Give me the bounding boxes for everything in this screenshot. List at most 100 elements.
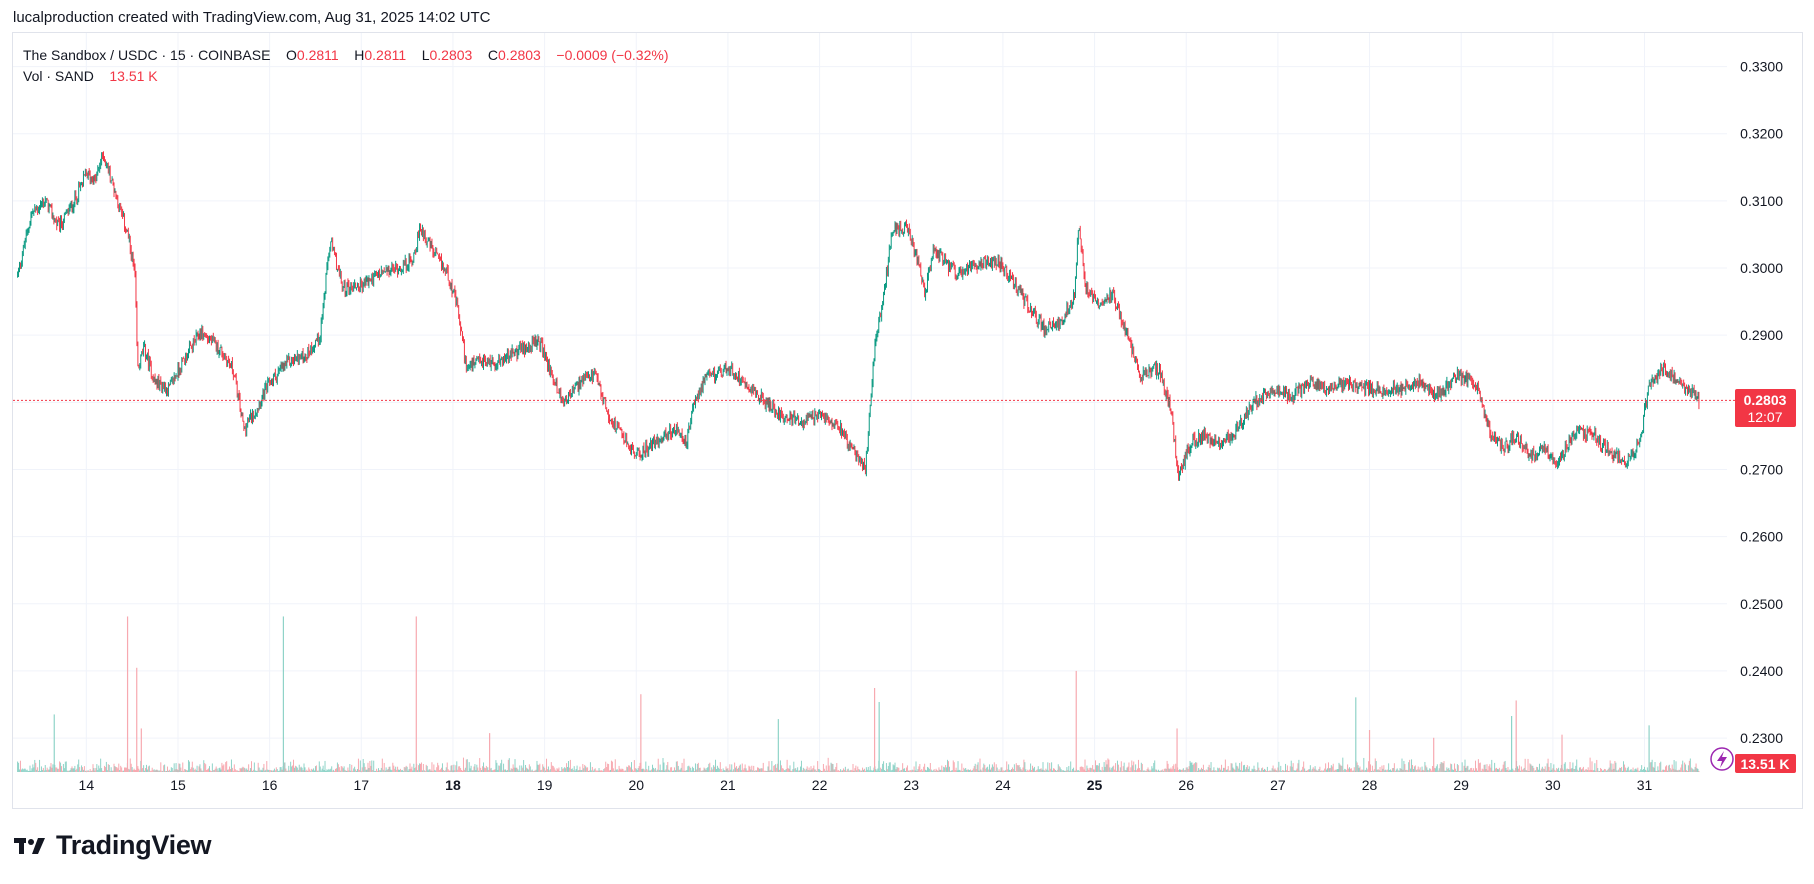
price-tick-label: 0.2600 xyxy=(1740,529,1783,545)
volume-bar xyxy=(1294,770,1296,772)
volume-bar xyxy=(681,762,683,772)
volume-bar xyxy=(696,763,698,772)
volume-bar xyxy=(1239,762,1241,772)
volume-bar xyxy=(209,770,211,772)
legend-symbol[interactable]: The Sandbox / USDC · 15 · COINBASE xyxy=(23,47,271,63)
volume-bar xyxy=(1661,770,1663,772)
volume-bar xyxy=(1574,768,1576,772)
volume-bar xyxy=(454,770,456,772)
time-axis[interactable]: 14 15 16 17 18 19 20 21 22 23 24 25 26 27 28 29 30 31 xyxy=(79,777,1653,793)
volume-bar xyxy=(1257,762,1259,772)
volume-bar xyxy=(1659,762,1661,772)
volume-bar xyxy=(248,764,250,772)
volume-bar xyxy=(1256,769,1258,772)
volume-bar xyxy=(352,770,354,772)
volume-bar xyxy=(1398,770,1400,772)
volume-bar xyxy=(1308,769,1310,772)
volume-bar xyxy=(1437,770,1439,772)
volume-bar xyxy=(404,767,406,772)
volume-bar xyxy=(1417,766,1419,772)
volume-bar xyxy=(1000,767,1002,772)
volume-bar xyxy=(701,770,703,772)
volume-bar xyxy=(111,770,113,772)
volume-bar xyxy=(1072,768,1074,772)
volume-bar xyxy=(1251,768,1253,772)
volume-bar xyxy=(832,764,834,772)
legend-volume-label[interactable]: Vol · SAND xyxy=(23,68,94,84)
alert-lightning-icon[interactable] xyxy=(1710,747,1734,771)
volume-bar xyxy=(409,763,411,772)
volume-bar xyxy=(1260,770,1262,772)
volume-bar xyxy=(1435,766,1437,772)
volume-bar xyxy=(1579,767,1581,772)
volume-bar xyxy=(917,769,919,772)
volume-bar xyxy=(1115,763,1117,772)
volume-bar xyxy=(904,768,906,772)
volume-bar xyxy=(956,770,958,772)
volume-bar xyxy=(1363,757,1365,772)
volume-bar xyxy=(693,768,695,772)
volume-bar xyxy=(1665,765,1667,772)
volume-bar xyxy=(1014,770,1016,772)
volume-bar xyxy=(1196,762,1198,772)
volume-bar xyxy=(1215,770,1217,772)
volume-bar xyxy=(72,768,74,772)
volume-bar xyxy=(1111,767,1113,772)
volume-bar xyxy=(609,770,611,772)
volume-bar xyxy=(1306,770,1308,772)
volume-bar xyxy=(1534,770,1536,772)
volume-bar xyxy=(590,770,592,772)
volume-bar xyxy=(1683,770,1685,772)
volume-bar xyxy=(302,770,304,772)
chart-frame[interactable] xyxy=(12,32,1803,809)
volume-bar xyxy=(376,768,378,772)
volume-bar xyxy=(1480,770,1482,772)
volume-bar xyxy=(340,766,342,772)
volume-bar xyxy=(728,770,730,772)
volume-bar xyxy=(814,769,816,772)
volume-bar xyxy=(1179,769,1181,772)
volume-bar xyxy=(810,766,812,772)
volume-bar xyxy=(743,768,745,772)
volume-bar xyxy=(713,765,715,772)
volume-bar xyxy=(1619,767,1621,772)
volume-bar xyxy=(1230,763,1232,772)
volume-bar xyxy=(240,768,242,772)
volume-bar xyxy=(579,766,581,772)
volume-bar xyxy=(1161,769,1163,772)
volume-bar xyxy=(1049,762,1051,772)
chart-legend[interactable]: The Sandbox / USDC · 15 · COINBASE O0.28… xyxy=(23,45,669,87)
volume-bar xyxy=(452,770,454,772)
volume-bar xyxy=(762,762,764,772)
volume-bar xyxy=(561,767,563,772)
volume-bar xyxy=(37,767,39,772)
volume-bar xyxy=(1175,763,1177,772)
volume-bar xyxy=(863,769,865,772)
volume-bar xyxy=(1148,769,1150,772)
volume-bar xyxy=(1262,767,1264,772)
volume-bar xyxy=(262,767,264,772)
volume-bar xyxy=(1643,768,1645,772)
volume-bar xyxy=(143,765,145,772)
tradingview-logo[interactable]: TradingView xyxy=(14,830,212,861)
volume-bar xyxy=(280,767,282,772)
volume-bar xyxy=(897,767,899,772)
volume-bar xyxy=(1091,768,1093,772)
volume-bar xyxy=(272,770,274,772)
volume-bar xyxy=(57,768,59,772)
volume-bar xyxy=(1695,763,1697,772)
volume-bar xyxy=(61,766,63,772)
volume-bar xyxy=(749,766,751,772)
volume-bar xyxy=(1245,767,1247,772)
volume-bar xyxy=(1048,770,1050,772)
volume-bar xyxy=(1008,764,1010,772)
volume-bar xyxy=(276,769,278,772)
volume-bar xyxy=(414,767,416,772)
volume-bar xyxy=(1378,770,1380,772)
volume-bar xyxy=(495,760,497,772)
volume-bar xyxy=(1521,769,1523,772)
volume-bar xyxy=(854,768,856,772)
volume-bar xyxy=(567,766,569,772)
volume-bar xyxy=(1390,770,1392,772)
